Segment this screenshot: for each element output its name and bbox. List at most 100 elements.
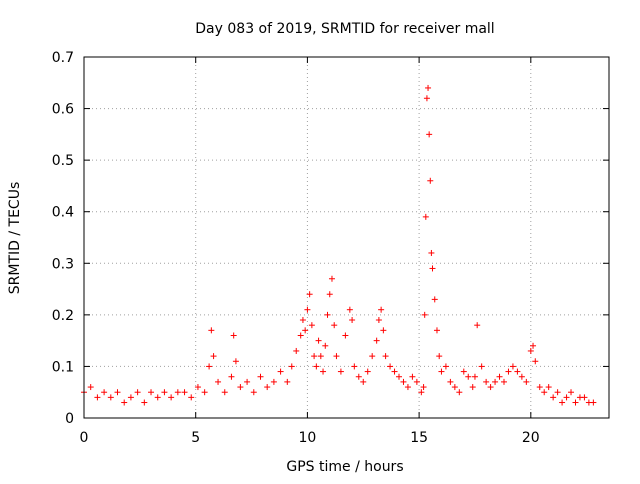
data-point — [331, 322, 338, 329]
data-point — [428, 249, 435, 256]
data-point — [87, 384, 94, 391]
data-point — [168, 394, 175, 401]
data-point — [518, 373, 525, 380]
chart-title: Day 083 of 2019, SRMTID for receiver mal… — [195, 21, 494, 37]
data-point — [127, 394, 134, 401]
data-point — [148, 389, 155, 396]
data-point — [492, 378, 499, 385]
data-point — [478, 363, 485, 370]
data-points — [81, 84, 597, 406]
data-point — [559, 399, 566, 406]
data-point — [208, 327, 215, 334]
data-point — [420, 384, 427, 391]
data-point — [114, 389, 121, 396]
data-point — [451, 384, 458, 391]
y-axis-label: SRMTID / TECUs — [7, 182, 23, 295]
data-point — [346, 306, 353, 313]
y-tick-label: 0.4 — [52, 205, 74, 221]
data-point — [382, 353, 389, 360]
data-point — [349, 317, 356, 324]
data-point — [313, 363, 320, 370]
x-tick-label: 0 — [80, 430, 89, 446]
data-point — [433, 327, 440, 334]
data-point — [337, 368, 344, 375]
data-point — [174, 389, 181, 396]
data-point — [422, 213, 429, 220]
data-point — [215, 378, 222, 385]
y-tick-label: 0.5 — [52, 153, 74, 169]
data-point — [442, 363, 449, 370]
data-point — [324, 311, 331, 318]
y-tick-label: 0.1 — [52, 359, 74, 375]
data-point — [545, 384, 552, 391]
data-point — [409, 373, 416, 380]
data-point — [550, 394, 557, 401]
data-point — [505, 368, 512, 375]
data-point — [554, 389, 561, 396]
data-point — [429, 265, 436, 272]
data-point — [351, 363, 358, 370]
plot-frame — [83, 56, 610, 419]
data-point — [181, 389, 188, 396]
y-tick-label: 0.3 — [52, 256, 74, 272]
data-point — [447, 378, 454, 385]
data-point — [496, 373, 503, 380]
data-point — [364, 368, 371, 375]
data-point — [541, 389, 548, 396]
y-tick-label: 0.2 — [52, 308, 74, 324]
data-point — [134, 389, 141, 396]
data-point — [210, 353, 217, 360]
data-point — [378, 306, 385, 313]
data-point — [221, 389, 228, 396]
axis-ticks: 0 5 10 15 20 0 0.1 0.2 0.3 0.4 0.5 0.6 0.7 — [52, 50, 609, 446]
grid-lines — [84, 57, 609, 418]
data-point — [302, 327, 309, 334]
data-point — [228, 373, 235, 380]
x-axis-label: GPS time / hours — [286, 459, 403, 475]
data-point — [563, 394, 570, 401]
data-point — [342, 332, 349, 339]
data-point — [277, 368, 284, 375]
data-point — [369, 353, 376, 360]
data-point — [423, 95, 430, 102]
data-point — [581, 394, 588, 401]
x-tick-label: 5 — [191, 430, 200, 446]
data-point — [460, 368, 467, 375]
data-point — [194, 384, 201, 391]
data-point — [530, 342, 537, 349]
data-point — [264, 384, 271, 391]
data-point — [425, 84, 432, 91]
data-point — [299, 317, 306, 324]
data-point — [421, 311, 428, 318]
data-point — [107, 394, 114, 401]
data-point — [396, 373, 402, 380]
data-point — [201, 389, 208, 396]
data-point — [380, 327, 387, 334]
data-point — [154, 394, 161, 401]
data-point — [572, 399, 579, 406]
data-point — [188, 394, 195, 401]
y-tick-label: 0 — [65, 411, 74, 427]
data-point — [237, 384, 244, 391]
data-point — [509, 363, 516, 370]
data-point — [438, 368, 445, 375]
data-point — [413, 378, 420, 385]
data-point — [250, 389, 257, 396]
data-point — [355, 373, 362, 380]
data-point — [322, 342, 329, 349]
data-point — [311, 353, 318, 360]
x-tick-label: 20 — [522, 430, 540, 446]
data-point — [404, 384, 411, 391]
data-point — [527, 347, 534, 354]
data-point — [487, 384, 494, 391]
data-point — [465, 373, 472, 380]
data-point — [400, 378, 407, 385]
data-point — [257, 373, 264, 380]
data-point — [436, 353, 443, 360]
data-point — [474, 322, 481, 329]
data-point — [431, 296, 438, 303]
x-tick-label: 15 — [410, 430, 428, 446]
data-point — [270, 378, 277, 385]
